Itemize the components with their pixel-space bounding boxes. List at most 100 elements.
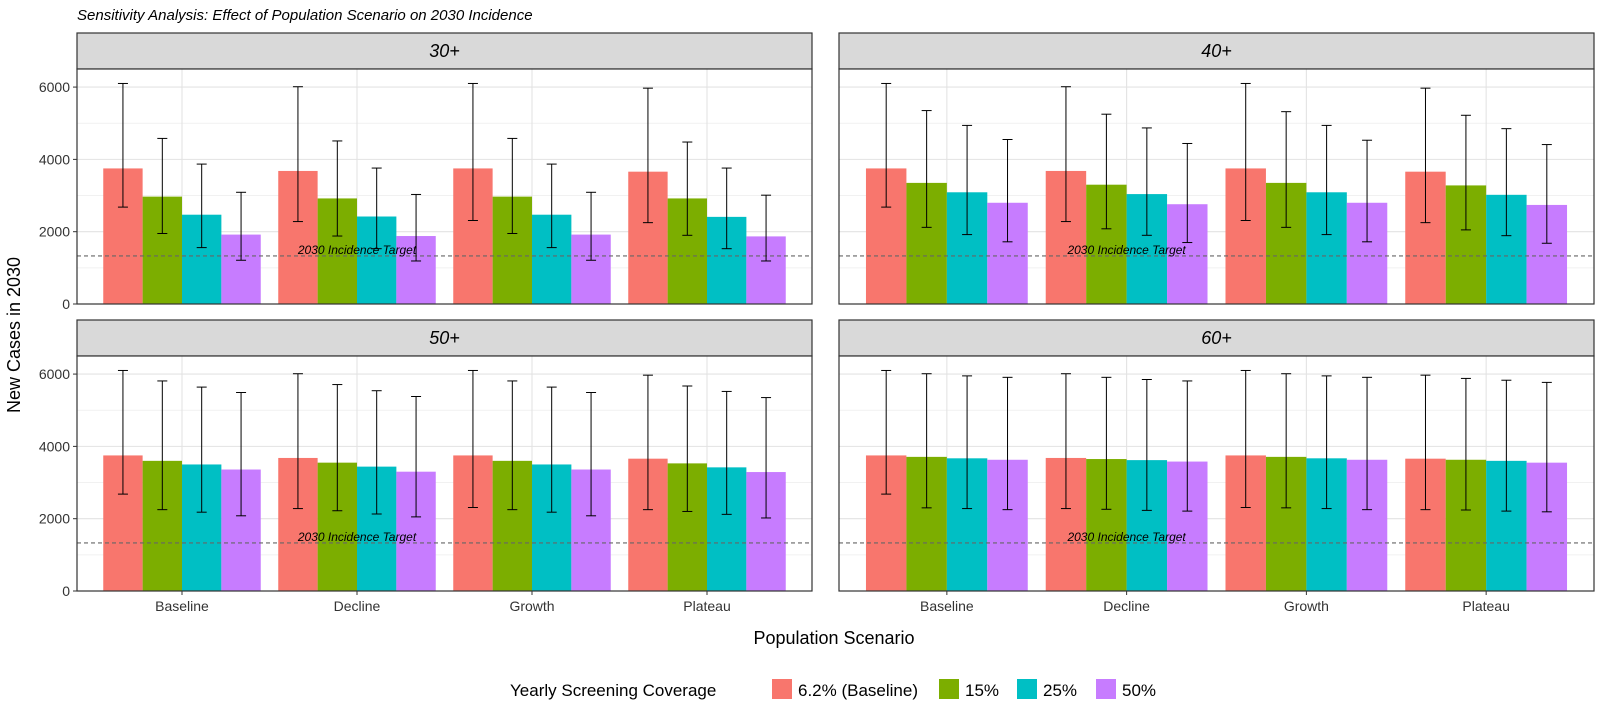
error-bar xyxy=(196,386,207,513)
error-bar xyxy=(881,82,892,208)
error-bar xyxy=(1321,124,1332,236)
panel-border xyxy=(838,68,1595,305)
x-tick-label: Growth xyxy=(1284,598,1329,614)
error-bar xyxy=(962,375,973,510)
x-tick-label: Growth xyxy=(509,598,554,614)
legend-swatch xyxy=(939,679,959,699)
error-bar xyxy=(411,193,422,262)
strip-label: 40+ xyxy=(1201,41,1232,61)
error-bar xyxy=(1240,369,1251,508)
error-bar xyxy=(586,392,597,517)
error-bar xyxy=(196,163,207,249)
error-bar xyxy=(117,82,128,208)
error-bar xyxy=(236,392,247,517)
error-bar xyxy=(586,191,597,261)
error-bar xyxy=(546,386,557,513)
error-bar xyxy=(642,87,653,224)
reference-line-label: 2030 Incidence Target xyxy=(297,243,417,257)
error-bar xyxy=(1501,379,1512,512)
strip-label: 30+ xyxy=(429,41,460,61)
error-bar xyxy=(1420,374,1431,511)
strip-label: 60+ xyxy=(1201,328,1232,348)
error-bar xyxy=(1420,87,1431,224)
panel-border xyxy=(76,355,813,592)
error-bar xyxy=(157,380,168,511)
legend-item: 6.2% (Baseline) xyxy=(772,679,918,700)
error-bar xyxy=(721,390,732,515)
legend-swatch xyxy=(1017,679,1037,699)
error-bar xyxy=(682,385,693,512)
reference-line-label: 2030 Incidence Target xyxy=(297,530,417,544)
error-bar xyxy=(411,395,422,518)
error-bar xyxy=(761,397,772,519)
error-bar xyxy=(761,194,772,262)
legend-label: 25% xyxy=(1043,681,1077,700)
panel-30plus: 30+ 2030 Incidence Target 0 2000 4000 6000 xyxy=(39,32,813,312)
error-bar xyxy=(507,380,518,511)
y-tick-label: 4000 xyxy=(39,151,70,167)
error-bar xyxy=(1141,379,1152,511)
x-tick-label: Plateau xyxy=(683,598,730,614)
error-bar xyxy=(921,373,932,509)
x-tick-label: Plateau xyxy=(1462,598,1509,614)
error-bar xyxy=(1101,376,1112,510)
legend-item: 25% xyxy=(1017,679,1077,700)
x-tick-label: Baseline xyxy=(920,598,974,614)
x-tick-label: Baseline xyxy=(155,598,209,614)
error-bar xyxy=(236,191,247,261)
x-tick-label: Decline xyxy=(334,598,381,614)
legend-swatch xyxy=(1096,679,1116,699)
error-bar xyxy=(1060,86,1071,223)
legend: Yearly Screening Coverage 6.2% (Baseline… xyxy=(510,679,1156,700)
panel-50plus: 50+ 2030 Incidence Target 0 2000 4000 6000 xyxy=(39,319,813,599)
x-axis-ticks: Baseline Decline Growth Plateau Baseline Decl… xyxy=(155,591,1510,614)
legend-label: 50% xyxy=(1122,681,1156,700)
error-bar xyxy=(881,369,892,495)
error-bar xyxy=(117,369,128,495)
panel-border xyxy=(76,68,813,305)
error-bar xyxy=(157,137,168,234)
error-bar xyxy=(642,374,653,511)
error-bar xyxy=(1501,128,1512,237)
y-tick-label: 2000 xyxy=(39,511,70,527)
strip-background xyxy=(76,32,813,70)
y-tick-label: 0 xyxy=(62,583,70,599)
error-bar xyxy=(1182,142,1193,244)
reference-line-label: 2030 Incidence Target xyxy=(1066,530,1186,544)
y-tick-label: 0 xyxy=(62,296,70,312)
error-bar xyxy=(546,163,557,249)
error-bar xyxy=(1182,380,1193,512)
error-bar xyxy=(921,110,932,228)
error-bar xyxy=(1240,82,1251,221)
x-tick-label: Decline xyxy=(1103,598,1150,614)
error-bar xyxy=(721,167,732,250)
error-bar xyxy=(1002,376,1013,511)
error-bar xyxy=(962,124,973,236)
error-bar xyxy=(1281,373,1292,509)
error-bar xyxy=(682,141,693,236)
error-bar xyxy=(1101,113,1112,230)
panel-60plus: 60+ 2030 Incidence Target xyxy=(838,319,1595,592)
error-bar xyxy=(1460,377,1471,511)
legend-label: 6.2% (Baseline) xyxy=(798,681,918,700)
error-bar xyxy=(507,137,518,234)
error-bar xyxy=(467,82,478,221)
error-bar xyxy=(1362,139,1373,243)
legend-items: 6.2% (Baseline) 15% 25% 50% xyxy=(772,679,1156,700)
y-tick-label: 2000 xyxy=(39,224,70,240)
error-bar xyxy=(332,140,343,237)
legend-item: 50% xyxy=(1096,679,1156,700)
error-bar xyxy=(1281,111,1292,228)
error-bar xyxy=(371,390,382,515)
legend-title: Yearly Screening Coverage xyxy=(510,681,716,700)
y-tick-label: 6000 xyxy=(39,366,70,382)
legend-swatch xyxy=(772,679,792,699)
error-bar xyxy=(1141,127,1152,236)
error-bar xyxy=(1321,375,1332,510)
error-bar xyxy=(371,167,382,250)
strip-label: 50+ xyxy=(429,328,460,348)
x-axis-title: Population Scenario xyxy=(753,628,914,648)
error-bar xyxy=(467,369,478,508)
panel-40plus: 40+ 2030 Incidence Target xyxy=(838,32,1595,305)
